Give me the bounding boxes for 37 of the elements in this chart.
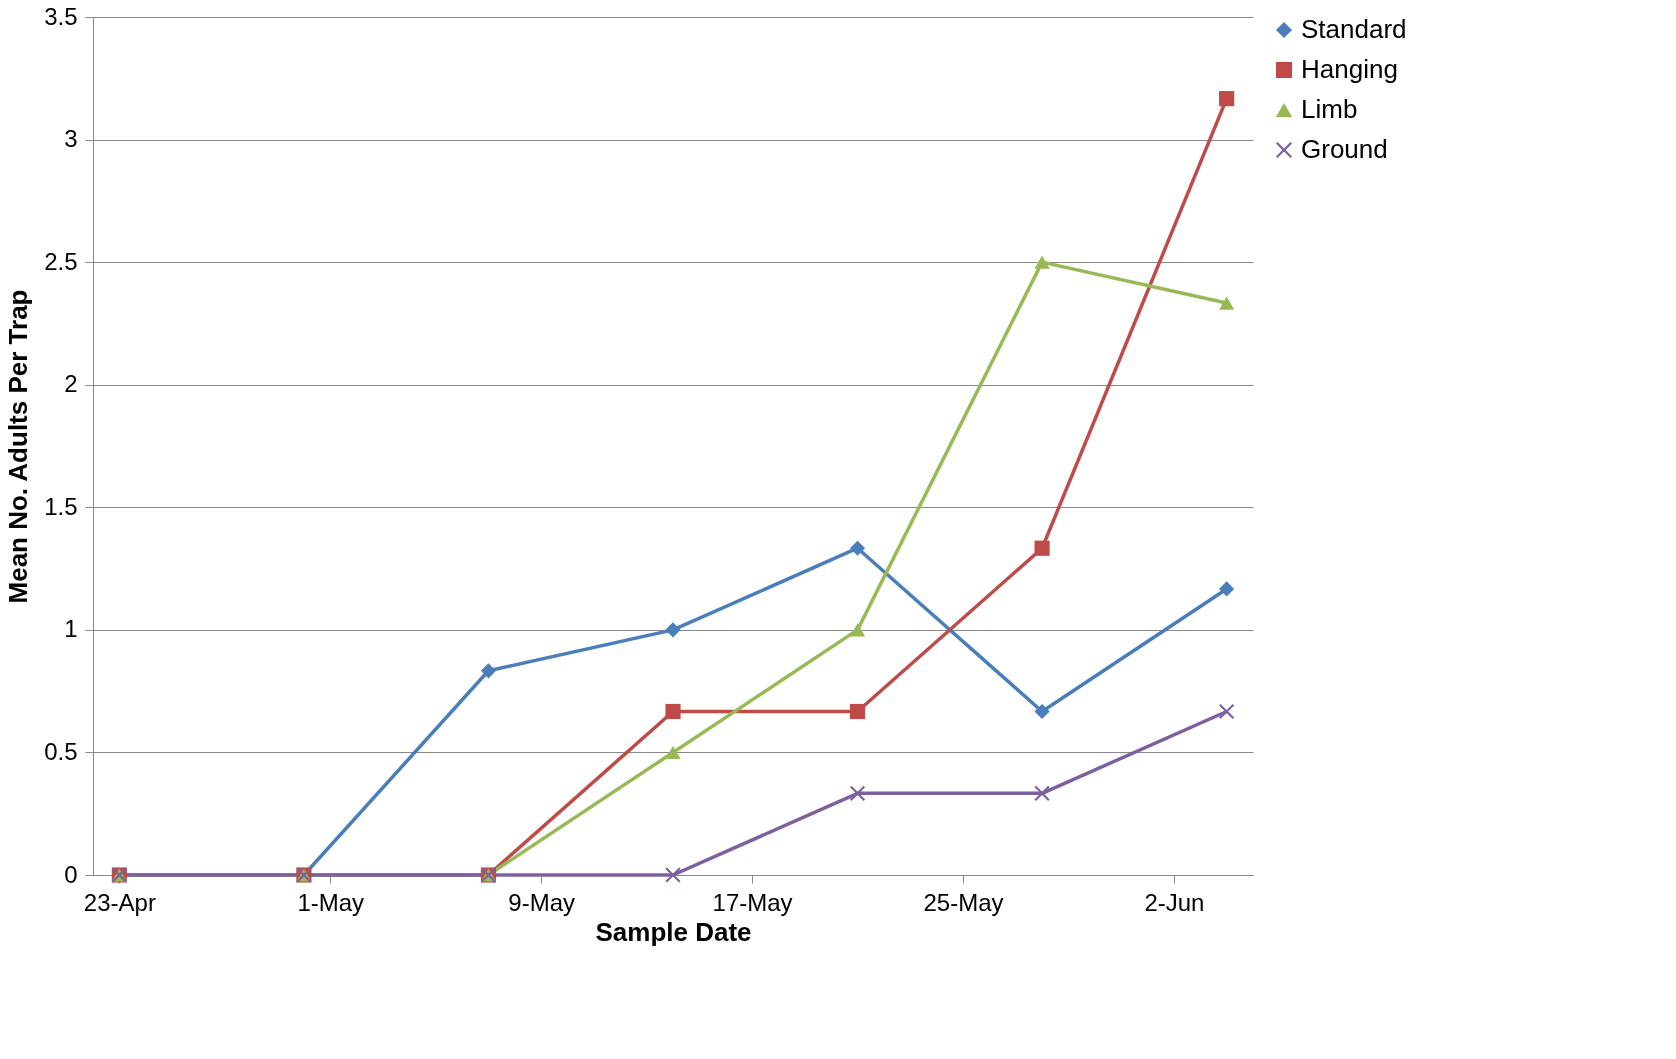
point [665,867,681,883]
point [1034,255,1050,269]
point [1219,703,1235,720]
y-tick-label: 1.5 [44,492,78,520]
point [665,703,681,720]
point [1034,540,1050,556]
y-tick-label: 3 [64,125,78,153]
point [849,703,866,720]
y-tick-label: 3.5 [44,2,78,30]
point [1219,91,1235,107]
point [1219,581,1235,597]
point [849,785,866,801]
y-tick-label: 0.5 [44,737,78,765]
point [1034,703,1050,720]
x-tick-label: 1-May [297,888,365,916]
point [480,663,497,679]
y-tick-label: 0 [64,860,78,888]
x-tick-label: 2-Jun [1144,888,1205,916]
x-tick-label: 25-May [923,888,1004,916]
x-axis-title: Sample Date [595,916,752,947]
legend-label: Limb [1301,94,1358,124]
y-tick-label: 2 [64,370,78,398]
legend-label: Ground [1301,134,1388,164]
point [1219,296,1235,310]
point [849,540,866,556]
legend-label: Standard [1301,14,1407,44]
y-axis-title: Mean No. Adults Per Trap [3,289,34,604]
point [665,622,681,638]
point [1034,785,1050,801]
legend-label: Hanging [1301,54,1398,84]
y-tick-label: 1 [64,615,78,643]
x-tick-label: 9-May [508,888,576,916]
point [665,745,681,759]
x-tick-label: 23-Apr [83,888,156,916]
point [849,623,866,637]
y-tick-label: 2.5 [44,247,78,275]
x-tick-label: 17-May [712,888,793,916]
